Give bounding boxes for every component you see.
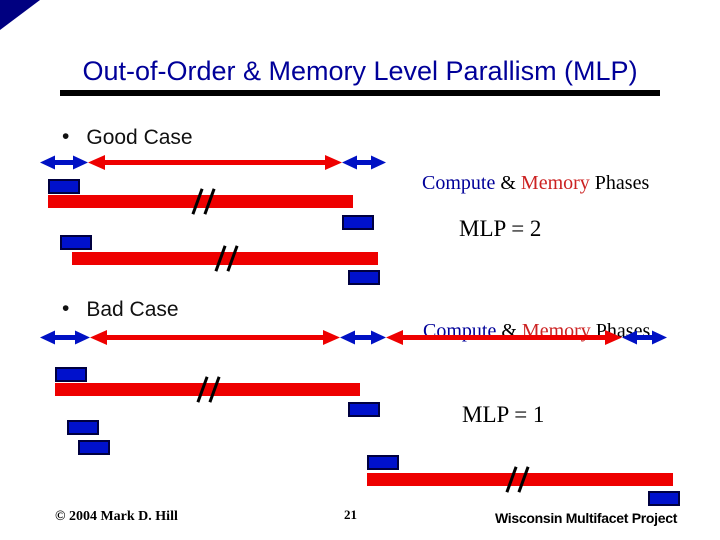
instruction-block [348,270,380,285]
good-case-heading: • Good Case [62,125,193,150]
memory-label: Memory [520,172,590,194]
good-case-heading-label: Good Case [86,126,193,149]
timeline-break-icon [208,376,221,403]
bullet-icon: • [62,297,70,320]
compute-label: Compute [422,172,496,194]
footer-project-name: Wisconsin Multifacet Project [495,510,678,526]
ampersand-label: & [495,172,521,194]
timeline-break-icon [226,245,239,272]
instruction-block [48,179,80,194]
mlp-value-good: MLP = 2 [459,216,542,241]
mlp-value-bad: MLP = 1 [462,402,545,427]
instruction-block [60,235,92,250]
title-underline [60,90,660,96]
instruction-block [67,420,99,435]
footer-copyright: © 2004 Mark D. Hill [55,509,178,524]
instruction-block [342,215,374,230]
timeline-break-icon [505,466,518,493]
compute-phase-arrow-icon [340,330,386,345]
timeline-break-icon [517,466,530,493]
memory-phase-arrow-icon [90,330,340,345]
instruction-block [648,491,680,506]
bad-case-heading: • Bad Case [62,297,179,322]
instruction-block [78,440,110,455]
compute-phase-arrow-icon [342,155,386,170]
timeline-break-icon [203,188,216,215]
phases-label: Phases [589,172,650,194]
bad-case-phase-arrows [40,330,667,345]
bad-case-heading-label: Bad Case [86,298,179,321]
timeline-break-icon [214,245,227,272]
instruction-block [367,455,399,470]
footer-page-number: 21 [344,507,357,522]
instruction-block [348,402,380,417]
memory-phase-arrow-icon [386,330,622,345]
memory-latency-bar [367,466,673,493]
memory-latency-bar [48,188,353,215]
compute-phase-arrow-icon [622,330,667,345]
good-case-phase-arrows [40,155,386,170]
memory-latency-bar [72,245,378,272]
timeline-break-icon [196,376,209,403]
slide-title: Out-of-Order & Memory Level Parallism (M… [82,56,638,86]
instruction-block [55,367,87,382]
memory-phase-arrow-icon [88,155,342,170]
timeline-break-icon [191,188,204,215]
compute-phase-arrow-icon [40,155,88,170]
memory-latency-bar [55,376,360,403]
phases-legend-good: Compute & Memory Phases [402,149,649,218]
compute-phase-arrow-icon [40,330,90,345]
corner-decoration-icon [0,0,40,30]
bullet-icon: • [62,125,70,148]
